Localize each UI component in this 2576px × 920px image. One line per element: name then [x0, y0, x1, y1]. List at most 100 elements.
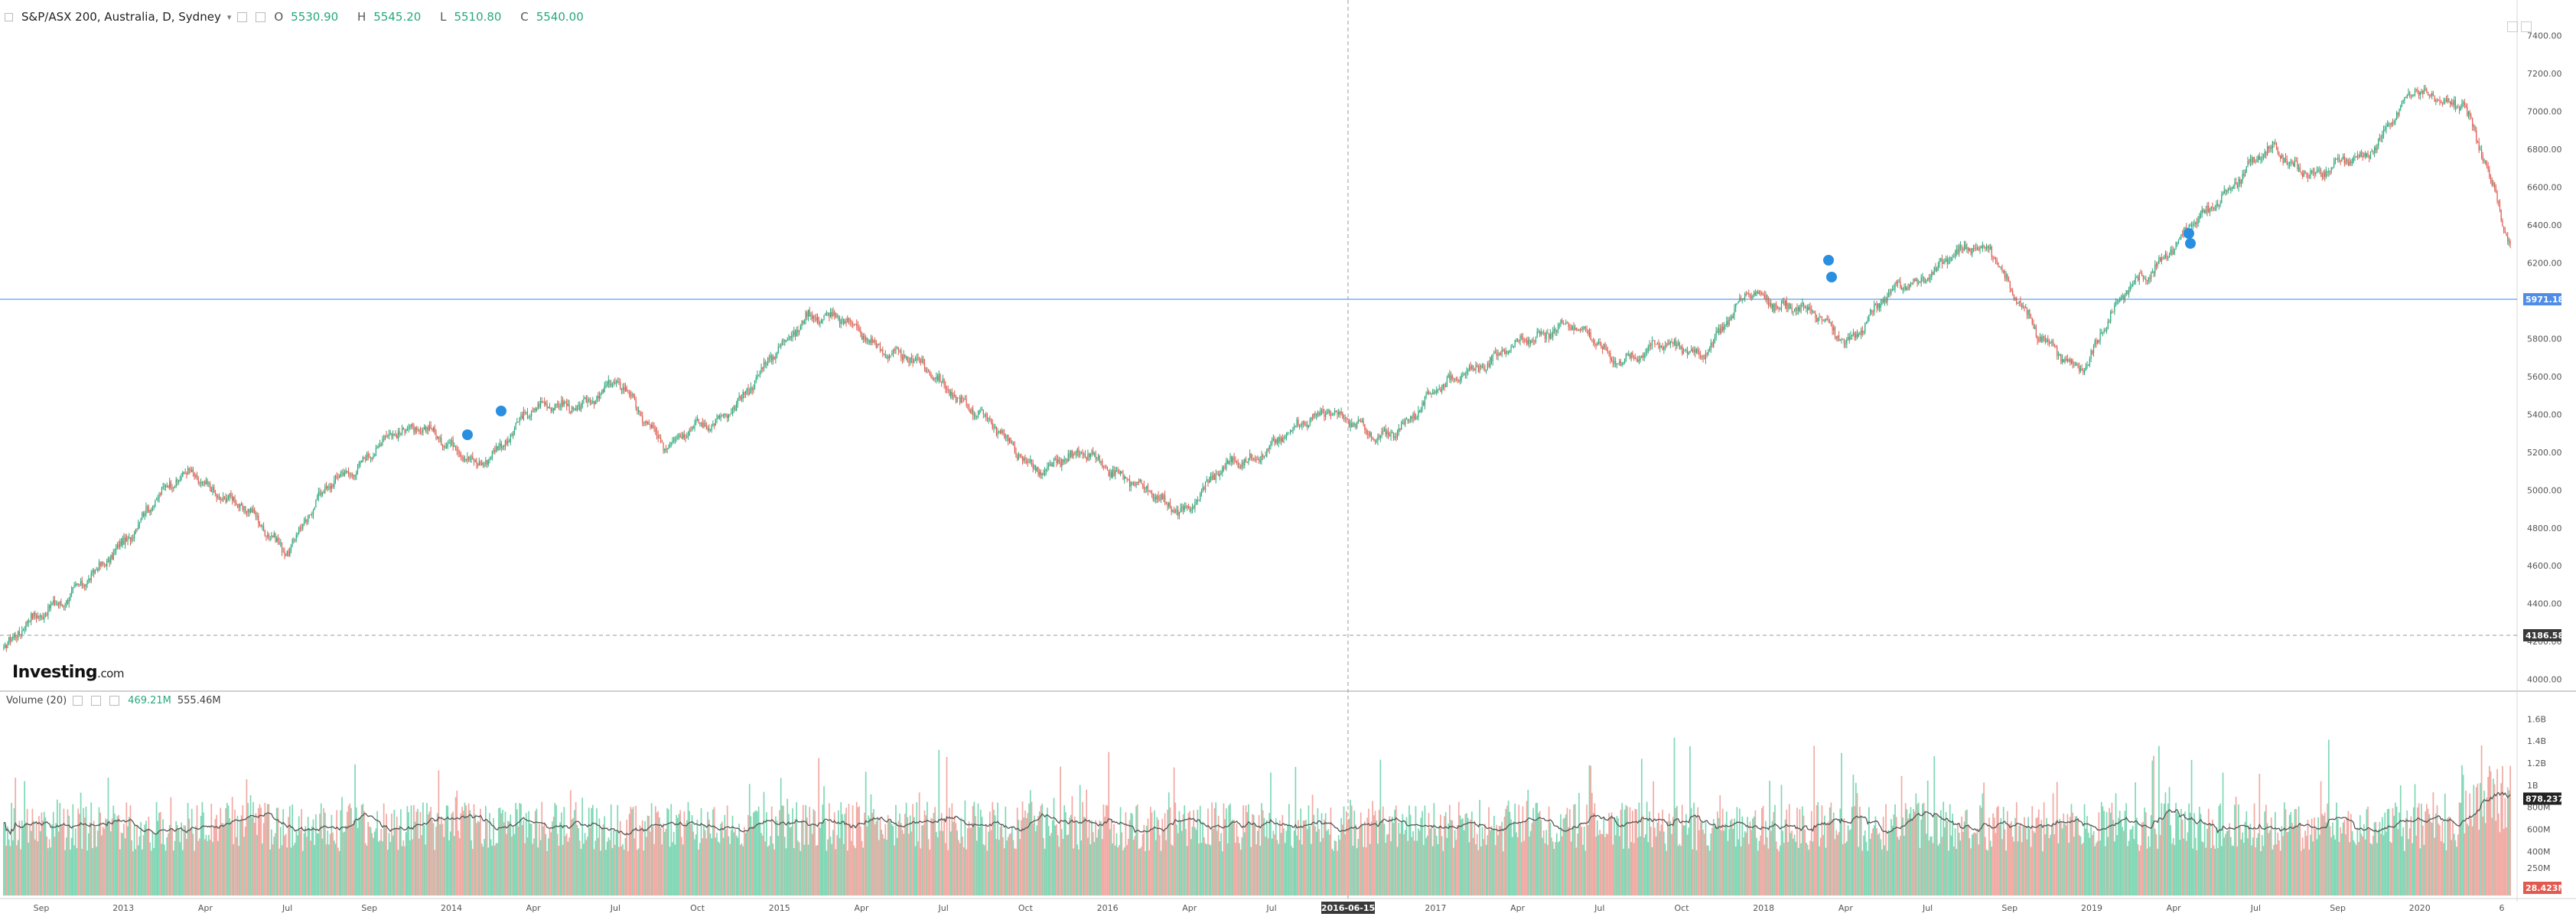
- volume-bar: [594, 840, 596, 896]
- volume-bar: [278, 849, 280, 896]
- candle-body: [309, 515, 310, 517]
- volume-bar: [1268, 813, 1270, 896]
- volume-bar: [1353, 811, 1355, 896]
- volume-bar: [550, 832, 552, 896]
- candle-body: [690, 430, 691, 431]
- volume-bar: [179, 842, 181, 896]
- volume-bar: [1907, 818, 1909, 896]
- volume-bar: [1184, 805, 1185, 896]
- candle-body: [1654, 341, 1655, 344]
- volume-bar: [1715, 827, 1717, 896]
- volume-bar: [84, 817, 86, 896]
- candle-body: [1526, 341, 1527, 344]
- volume-bar: [908, 834, 910, 896]
- volume-bar: [1004, 848, 1005, 896]
- volume-bar: [900, 823, 902, 896]
- volume-bar: [8, 840, 10, 896]
- candle-body: [252, 509, 253, 513]
- candle-body: [88, 579, 89, 581]
- volume-bar: [2022, 827, 2024, 896]
- candle-body: [848, 318, 849, 320]
- candle-body: [714, 424, 715, 426]
- candle-body: [1343, 418, 1344, 419]
- volume-bar: [314, 845, 315, 896]
- candle-body: [1249, 454, 1250, 458]
- volume-bar: [426, 803, 428, 896]
- candle-body: [127, 538, 128, 540]
- volume-bar: [694, 840, 695, 896]
- candle-body: [1868, 315, 1869, 321]
- volume-bar: [1117, 847, 1119, 896]
- volume-bar: [946, 757, 948, 896]
- volume-bar: [350, 808, 352, 896]
- volume-bar: [2402, 827, 2404, 896]
- candle-body: [618, 381, 619, 382]
- candle-body: [1292, 429, 1293, 431]
- candle-body: [315, 500, 316, 507]
- candle-body: [1138, 482, 1139, 483]
- volume-bar: [698, 850, 699, 896]
- volume-bar: [1100, 821, 1102, 896]
- volume-bar: [526, 813, 527, 896]
- volume-bar: [1765, 821, 1767, 896]
- volume-bar: [1770, 831, 1772, 896]
- volume-bar: [1649, 811, 1650, 896]
- volume-bar: [197, 841, 199, 896]
- candle-body: [792, 334, 793, 337]
- candle-body: [523, 411, 524, 419]
- volume-bar: [199, 839, 200, 896]
- volume-bar: [795, 819, 796, 896]
- candle-body: [95, 569, 96, 573]
- volume-bar: [814, 811, 816, 896]
- volume-bar: [786, 799, 788, 896]
- volume-bar: [1501, 822, 1503, 896]
- volume-bar: [217, 841, 219, 896]
- volume-bar: [1063, 839, 1064, 896]
- volume-bar: [522, 825, 523, 896]
- candle-body: [261, 525, 262, 527]
- volume-bar: [1189, 811, 1190, 896]
- volume-bar: [949, 807, 950, 896]
- candle-body: [978, 414, 979, 416]
- volume-bar: [2311, 819, 2313, 896]
- volume-bar: [2123, 831, 2125, 896]
- volume-bar: [1027, 813, 1029, 896]
- volume-bar: [2340, 827, 2341, 896]
- volume-bar: [2310, 835, 2311, 896]
- volume-bar: [2304, 830, 2306, 896]
- volume-bar: [2372, 836, 2374, 896]
- candle-body: [1294, 426, 1295, 429]
- candle-body: [1314, 413, 1315, 416]
- candle-body: [1729, 320, 1730, 325]
- candle-body: [263, 526, 264, 530]
- volume-bar: [15, 778, 16, 896]
- volume-bar: [797, 840, 799, 896]
- candle-body: [97, 569, 98, 570]
- candle-body: [1107, 468, 1108, 470]
- volume-bar: [1347, 822, 1349, 896]
- candle-body: [2001, 266, 2002, 272]
- candle-body: [511, 435, 512, 436]
- candle-body: [53, 600, 54, 603]
- volume-bar: [997, 803, 998, 896]
- volume-bar: [1086, 790, 1087, 896]
- volume-bar: [2121, 820, 2122, 896]
- volume-bar: [1089, 821, 1090, 896]
- volume-bar: [1272, 830, 1274, 896]
- volume-bar: [809, 807, 810, 896]
- volume-bar: [2236, 847, 2238, 896]
- volume-bar: [746, 830, 747, 896]
- volume-bar: [1754, 817, 1755, 896]
- candle-body: [1841, 339, 1842, 340]
- volume-bar: [1002, 837, 1004, 896]
- volume-bar: [1126, 845, 1128, 896]
- candle-body: [19, 631, 20, 635]
- candle-body: [399, 431, 400, 434]
- volume-bar: [688, 802, 689, 896]
- volume-bar: [186, 839, 187, 896]
- volume-bar: [812, 834, 813, 896]
- volume-bar: [181, 823, 182, 896]
- candle-body: [1282, 438, 1283, 442]
